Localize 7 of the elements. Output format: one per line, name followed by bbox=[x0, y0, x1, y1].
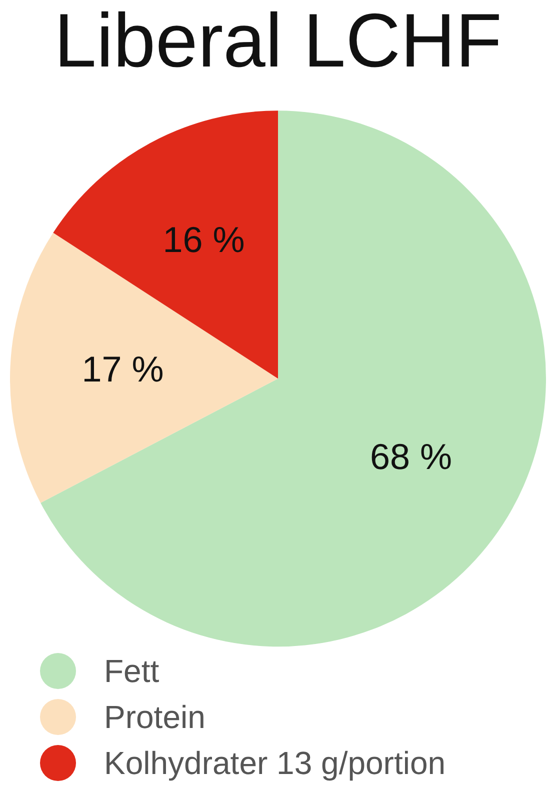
legend-label: Protein bbox=[104, 698, 206, 736]
legend-label: Fett bbox=[104, 652, 160, 690]
legend-label: Kolhydrater 13 g/portion bbox=[104, 744, 446, 782]
data-label: 17 % bbox=[82, 348, 164, 390]
chart-title: Liberal LCHF bbox=[54, 0, 502, 84]
data-label: 68 % bbox=[370, 436, 452, 478]
data-label: 16 % bbox=[162, 218, 245, 260]
